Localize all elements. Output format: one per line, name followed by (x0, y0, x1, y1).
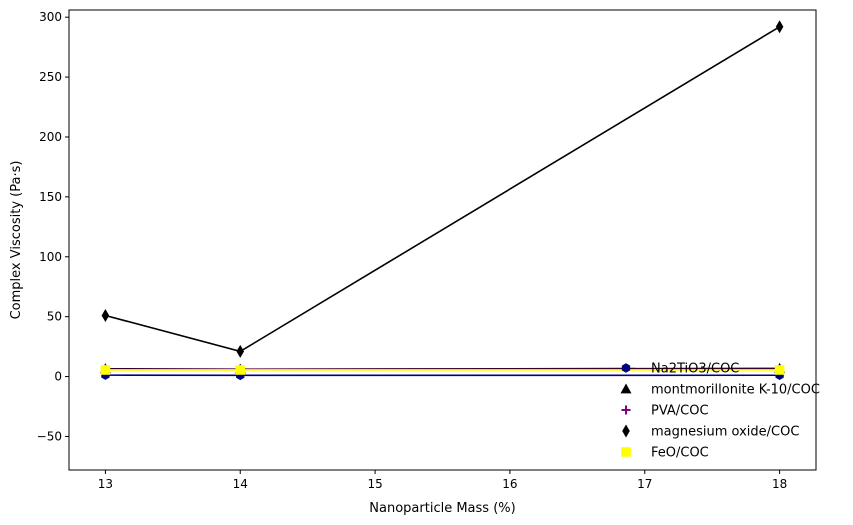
y-tick-label-1: 0 (54, 370, 62, 384)
plot-area (69, 10, 816, 470)
legend-label-0: Na2TiO3/COC (651, 362, 739, 377)
x-tick-label-1: 14 (233, 477, 248, 491)
legend-marker-1 (620, 383, 632, 394)
legend-marker-0 (621, 363, 631, 373)
legend: Na2TiO3/COC montmorillonite K-10/COC PVA/C… (620, 362, 820, 461)
series-layer (99, 20, 786, 381)
legend-marker-3 (622, 424, 630, 438)
y-tick-label-0: −50 (37, 429, 62, 443)
data-point-3-2 (775, 20, 784, 34)
series-4 (100, 365, 785, 375)
x-tick-label-2: 15 (367, 477, 382, 491)
legend-marker-2 (621, 405, 631, 415)
x-tick-label-4: 17 (637, 477, 652, 491)
axes-layer: 13 14 15 16 17 18 −50 0 50 100 150 200 250 300 (37, 9, 817, 491)
x-axis-label: Nanoparticle Mass (%) (369, 501, 515, 516)
y-tick-label-6: 250 (39, 70, 62, 84)
x-tick-label-0: 13 (98, 477, 113, 491)
y-tick-label-2: 50 (47, 310, 62, 324)
data-point-3-0 (101, 308, 110, 322)
y-tick-label-3: 100 (39, 250, 62, 264)
y-tick-label-4: 150 (39, 190, 62, 204)
y-tick-label-5: 200 (39, 130, 62, 144)
legend-label-1: montmorillonite K-10/COC (651, 383, 820, 398)
legend-marker-4 (621, 447, 631, 457)
legend-label-3: magnesium oxide/COC (651, 425, 799, 440)
legend-label-4: FeO/COC (651, 446, 709, 461)
y-axis-label: Complex Viscosity (Pa·s) (9, 161, 24, 320)
x-tick-label-3: 16 (502, 477, 517, 491)
data-point-4-2 (774, 365, 785, 375)
data-point-4-0 (100, 365, 111, 375)
data-point-4-1 (235, 365, 246, 375)
series-3 (101, 20, 784, 358)
plot-frame (68, 9, 817, 471)
x-tick-label-5: 18 (772, 477, 787, 491)
y-tick-label-7: 300 (39, 10, 62, 24)
legend-label-2: PVA/COC (651, 404, 709, 419)
data-point-3-1 (236, 344, 245, 358)
plot-background (69, 10, 816, 470)
